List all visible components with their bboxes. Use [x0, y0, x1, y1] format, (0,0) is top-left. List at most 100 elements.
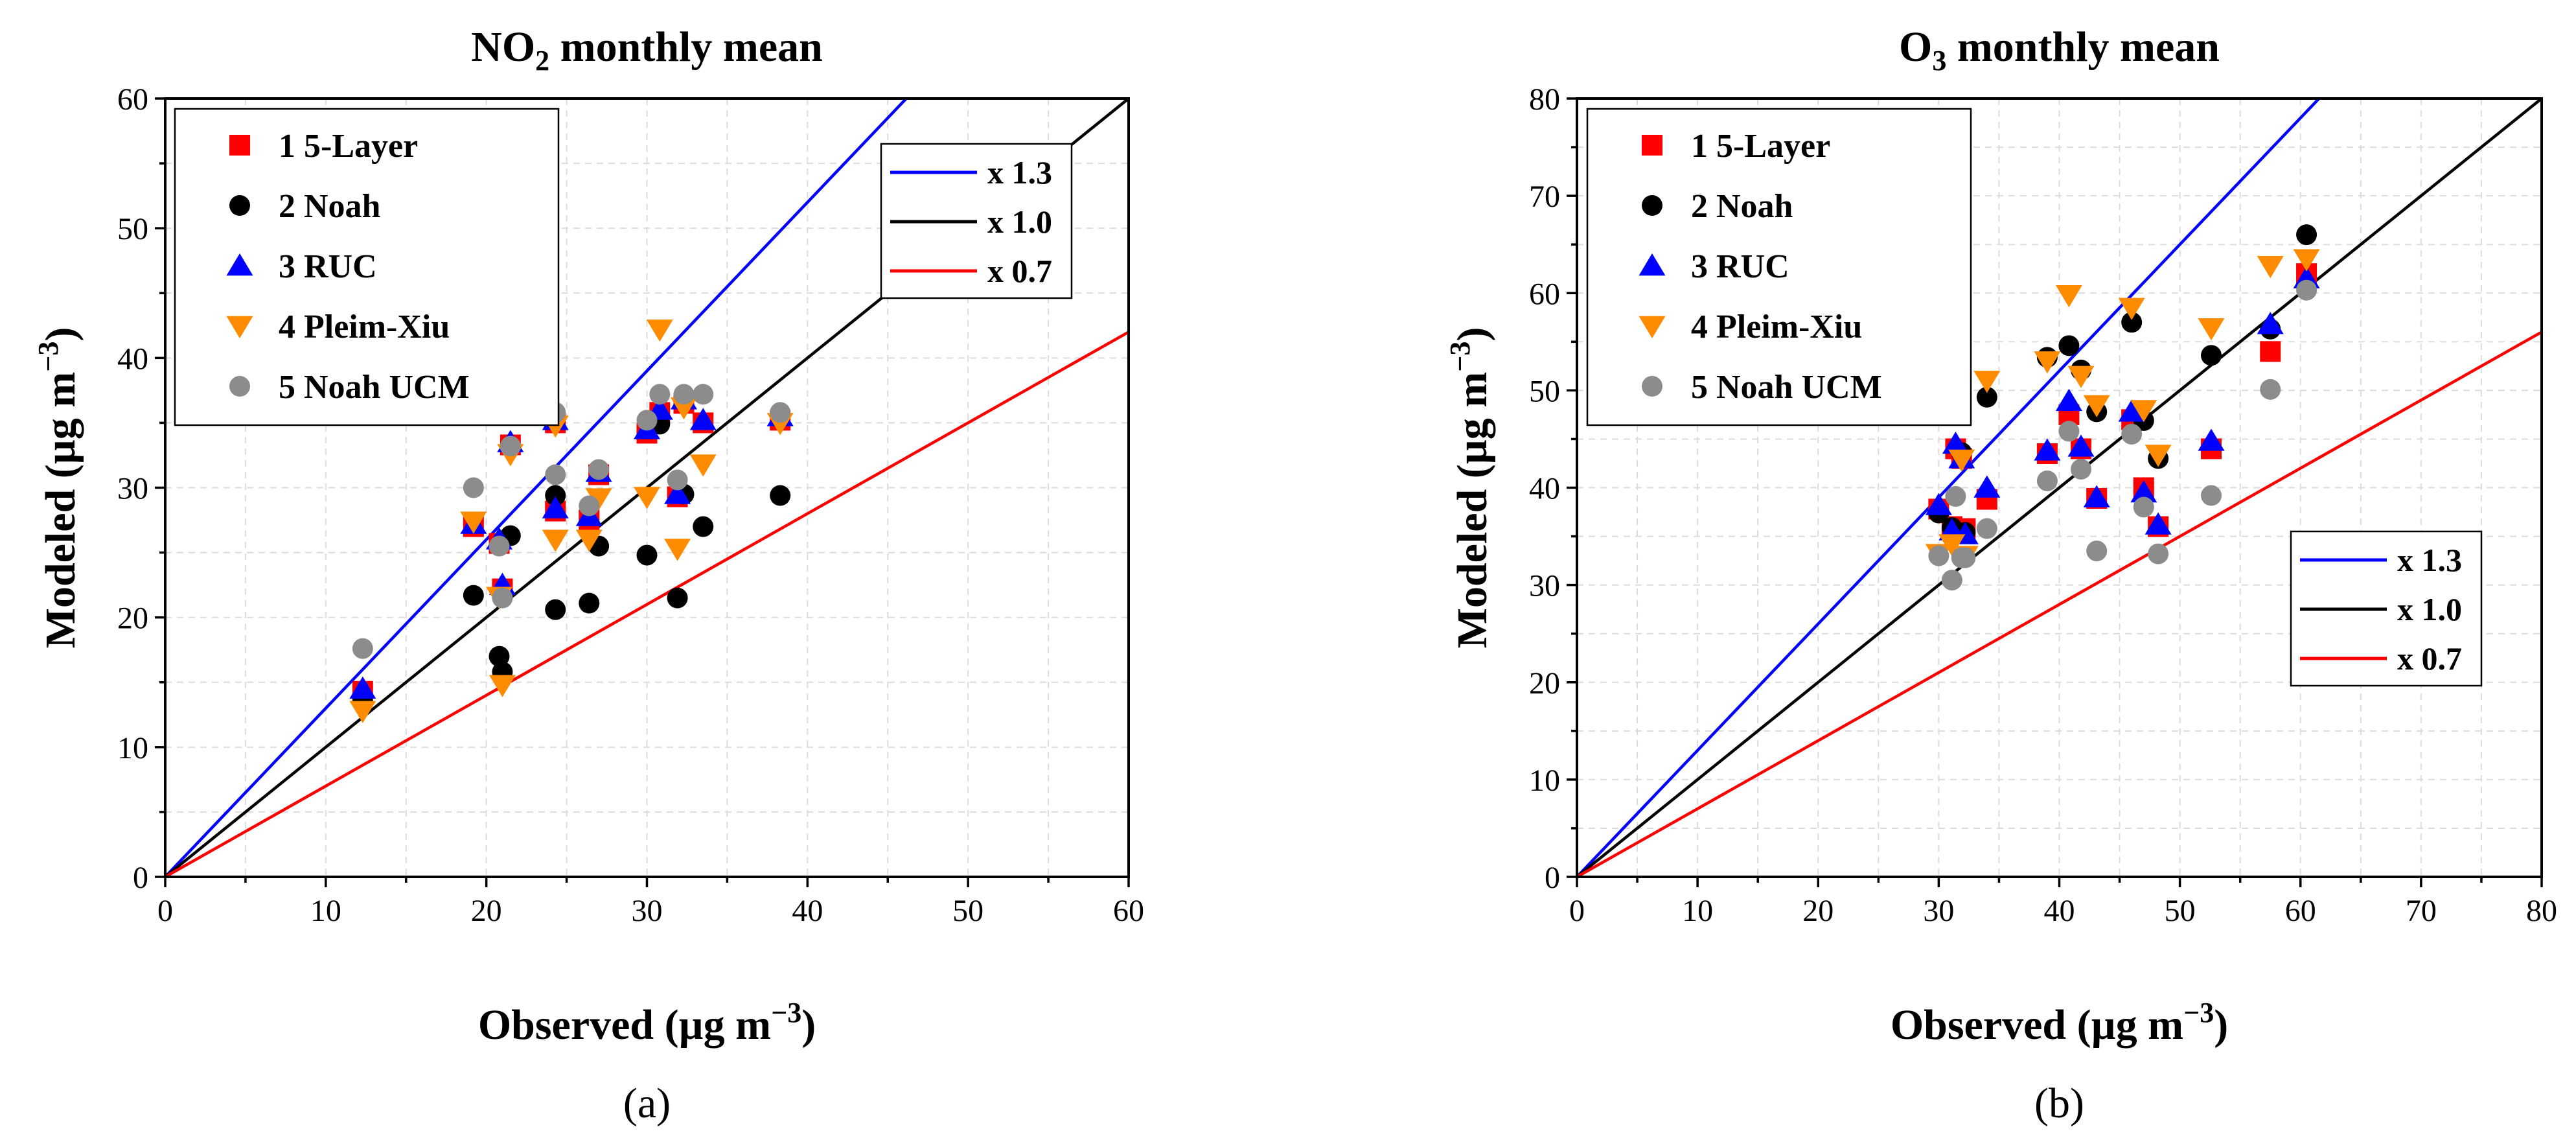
data-point [1955, 547, 1976, 568]
legend-label: 5 Noah UCM [279, 369, 470, 406]
legend-lines: x 1.3 x 1.0 x 0.7 [2290, 530, 2483, 687]
legend-series: 1 5-Layer 2 Noah 3 RUC 4 Pleim-Xiu 5 Noah UC… [1586, 108, 1972, 426]
legend-item: x 1.3 [2300, 542, 2462, 578]
data-point [349, 701, 376, 723]
data-point [673, 384, 695, 405]
data-point [1925, 493, 1952, 515]
legend-label: x 1.0 [987, 204, 1052, 240]
data-point [2055, 285, 2082, 308]
legend-label: 4 Pleim-Xiu [1691, 308, 1862, 345]
legend-series: 1 5-Layer 2 Noah 3 RUC 4 Pleim-Xiu 5 Noah UC… [174, 108, 560, 426]
legend-item: 5 Noah UCM [1642, 369, 1882, 406]
data-point [2058, 335, 2080, 356]
x-tick-label: 20 [471, 894, 502, 928]
y-tick-label: 30 [1529, 569, 1560, 603]
data-point [2145, 445, 2172, 467]
legend-marker [1642, 135, 1662, 156]
y-tick-label: 10 [117, 731, 148, 765]
data-point [2067, 434, 2095, 457]
y-tick-label: 50 [117, 212, 148, 246]
series-5-noah-ucm [1928, 279, 2317, 591]
panel-label: (a) [623, 1080, 671, 1127]
data-point [2257, 312, 2284, 334]
x-tick-label: 20 [1802, 894, 1834, 928]
data-point [545, 599, 566, 620]
data-point [2296, 224, 2317, 246]
data-point [545, 464, 566, 485]
legend-label: 5 Noah UCM [1691, 369, 1882, 406]
data-point [2257, 256, 2284, 279]
legend-item: 4 Pleim-Xiu [226, 308, 450, 345]
x-tick-label: 0 [157, 894, 173, 928]
legend-label: 1 5-Layer [279, 128, 418, 165]
legend-marker [1639, 253, 1666, 276]
data-point [579, 495, 600, 517]
ratio-line-x-1-3 [165, 99, 908, 877]
data-point [1976, 518, 1997, 539]
data-point [352, 638, 373, 659]
data-point [2293, 249, 2320, 272]
x-tick-label: 80 [2526, 894, 2557, 928]
legend-marker [226, 253, 253, 276]
y-tick-label: 60 [1529, 277, 1560, 311]
x-tick-label: 40 [792, 894, 823, 928]
data-point [489, 535, 510, 557]
x-tick-label: 60 [1113, 894, 1144, 928]
data-point [2086, 541, 2108, 562]
data-point [2036, 470, 2058, 491]
data-point [1948, 449, 1975, 472]
data-point [770, 485, 791, 506]
ratio-line-x-0-7 [165, 331, 1129, 877]
legend-marker [1639, 316, 1666, 338]
data-point [2121, 312, 2143, 333]
data-point [2296, 279, 2317, 301]
ratio-lines [1577, 99, 2542, 877]
data-point [500, 436, 521, 457]
y-tick-label: 20 [117, 601, 148, 636]
data-point [349, 676, 376, 699]
x-tick-label: 10 [1682, 894, 1713, 928]
data-point [1941, 570, 1962, 591]
legend-item: 2 Noah [1642, 188, 1793, 225]
data-point [545, 485, 566, 506]
legend-item: 3 RUC [226, 248, 377, 285]
legend-label: 2 Noah [279, 188, 381, 225]
data-point [588, 459, 610, 480]
legend-label: x 0.7 [2397, 640, 2462, 677]
data-point [649, 384, 671, 405]
legend-item: x 1.3 [890, 154, 1052, 191]
series-5-noah-ucm [352, 384, 791, 659]
y-tick-label: 40 [1529, 472, 1560, 506]
chart-title: O3 monthly mean [1899, 23, 2220, 76]
data-point [2198, 318, 2225, 341]
data-point [2071, 458, 2092, 480]
legend-item: 1 5-Layer [1642, 128, 1830, 165]
data-point [2260, 341, 2281, 362]
data-point [460, 511, 487, 534]
data-point [579, 592, 600, 614]
data-point [667, 587, 688, 609]
data-point [2260, 378, 2281, 400]
x-tick-label: 50 [952, 894, 983, 928]
y-tick-label: 0 [1545, 861, 1560, 895]
data-point [646, 320, 673, 342]
y-tick-label: 30 [117, 472, 148, 506]
ratio-line-x-1-3 [1577, 99, 2321, 877]
legend-marker [229, 195, 250, 216]
legend-item: 3 RUC [1639, 248, 1789, 285]
y-axis-label: Modeled (µg m−3) [32, 327, 84, 649]
data-point [2118, 399, 2145, 422]
x-tick-label: 0 [1569, 894, 1585, 928]
x-axis-label: Observed (µg m−3) [1891, 997, 2228, 1049]
data-point [463, 477, 484, 498]
legend-item: 5 Noah UCM [229, 369, 470, 406]
data-point [463, 585, 484, 606]
axis-ticks: 0 10 20 30 40 50 60 0 10 20 30 40 50 60 [117, 82, 1144, 928]
legend-label: 3 RUC [1691, 248, 1789, 285]
legend-label: 2 Noah [1691, 188, 1793, 225]
x-tick-label: 50 [2165, 894, 2196, 928]
ratio-line-x-0-7 [1577, 331, 2542, 877]
x-tick-label: 70 [2406, 894, 2437, 928]
legend-marker [1642, 195, 1662, 216]
